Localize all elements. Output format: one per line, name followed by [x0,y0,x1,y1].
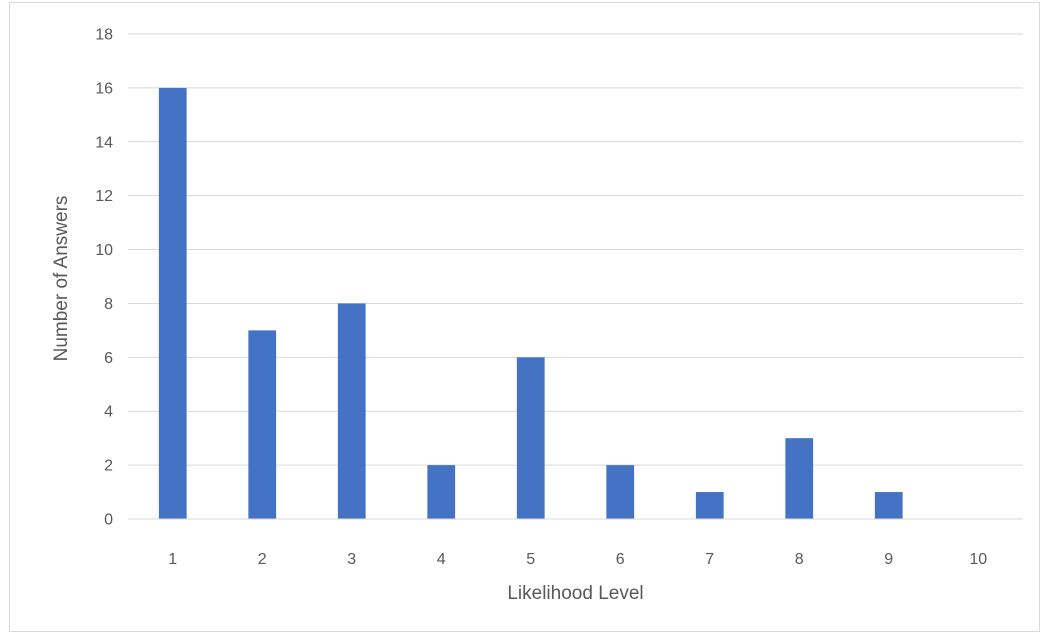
bar-4 [427,465,455,519]
y-tick-label: 0 [104,512,113,529]
bar-3 [338,303,366,519]
bar-2 [248,330,276,519]
y-tick-label: 2 [104,458,113,475]
x-tick-label: 10 [969,551,987,568]
bar-7 [696,492,724,519]
x-tick-label: 7 [705,551,714,568]
x-tick-label: 8 [795,551,804,568]
y-tick-label: 10 [95,242,113,259]
x-tick-label: 4 [437,551,446,568]
bar-1 [159,88,187,519]
y-tick-label: 14 [95,134,113,151]
y-tick-label: 12 [95,188,113,205]
bar-9 [875,492,903,519]
x-tick-labels: 1 2 3 4 5 6 7 8 9 10 [168,551,987,568]
chart-area: 0 2 4 6 8 10 12 14 16 18 1 2 3 4 5 6 7 8 9 10 Likelihood L… [9,2,1040,632]
y-tick-label: 6 [104,350,113,367]
x-axis-title: Likelihood Level [507,583,643,604]
x-tick-label: 6 [616,551,625,568]
y-tick-labels: 0 2 4 6 8 10 12 14 16 18 [95,27,113,529]
x-tick-label: 9 [884,551,893,568]
y-tick-label: 8 [104,296,113,313]
x-tick-label: 1 [168,551,177,568]
y-axis-title: Number of Answers [51,196,72,362]
x-tick-label: 2 [258,551,267,568]
y-tick-label: 18 [95,27,113,44]
x-tick-label: 5 [526,551,535,568]
x-tick-label: 3 [347,551,356,568]
bar-5 [517,357,545,519]
y-tick-label: 16 [95,80,113,97]
bar-8 [785,438,813,519]
y-tick-label: 4 [104,404,113,421]
bar-6 [606,465,634,519]
